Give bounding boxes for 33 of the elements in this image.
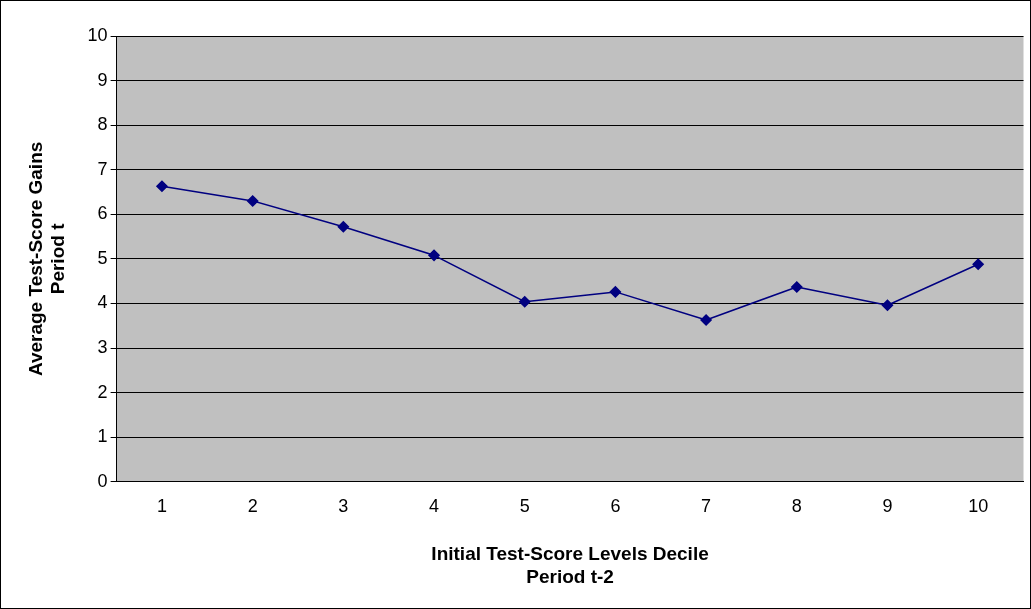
y-tick-label: 5 [97,247,108,268]
y-tick-label: 3 [97,337,108,358]
y-tick-label: 0 [97,470,108,491]
y-tick-label: 10 [87,24,108,45]
y-axis-title: Average Test-Score Gains Period t [24,141,69,377]
point [246,195,259,207]
x-tick-label: 9 [882,495,893,516]
y-tick-label: 4 [97,292,108,313]
y-tick-label: 2 [97,381,108,402]
point [337,221,350,233]
x-tick-label: 1 [156,495,167,516]
y-tick-label: 6 [97,203,108,224]
x-axis-title: Initial Test-Score Levels Decile Period t-2 [431,543,709,587]
point [518,295,531,308]
y-tick-label: 8 [97,114,108,135]
point [881,299,894,312]
x-tick-label: 8 [791,495,802,516]
y-tick-label: 7 [97,158,108,179]
x-tick-label: 2 [247,495,258,516]
x-tick-label: 6 [610,495,621,516]
y-tick-label: 1 [97,426,108,447]
point [791,281,803,293]
x-tick-label: 3 [338,495,349,516]
x-tick-label: 5 [519,495,530,516]
x-tick-label: 10 [968,495,989,516]
point [609,286,622,298]
point [156,180,168,192]
y-tick-label: 9 [97,69,108,90]
point [428,249,440,262]
x-tick-label: 4 [429,495,440,516]
x-tick-label: 7 [701,495,712,516]
point [972,258,984,270]
point [700,314,712,326]
